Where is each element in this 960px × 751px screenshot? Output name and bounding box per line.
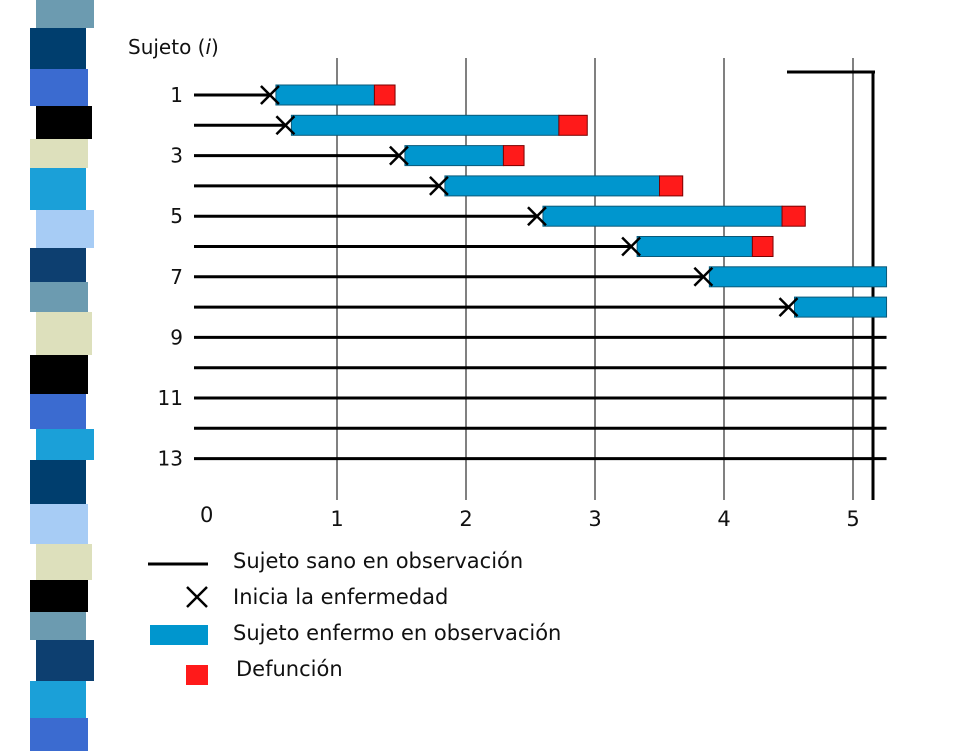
sick-observation-bar [275, 84, 375, 106]
sick-observation-bar [542, 205, 783, 227]
legend-death-square-swatch [186, 665, 208, 685]
sick-observation-bar [636, 236, 753, 257]
y-tick-label: 7 [170, 265, 183, 289]
y-tick-label: 3 [170, 144, 183, 168]
death-marker [781, 205, 806, 227]
y-tick-label: 11 [158, 386, 183, 410]
stripe-band [36, 210, 94, 248]
stripe-band [30, 394, 86, 429]
y-tick-label: 13 [158, 447, 183, 471]
sick-observation-bar [444, 175, 660, 197]
stripe-band [36, 312, 92, 355]
sick-observation-bar [404, 145, 504, 167]
sick-observation-bar [708, 266, 888, 288]
stripe-band [30, 612, 86, 640]
stripe-band [30, 355, 88, 394]
x-tick-label: 2 [459, 507, 472, 531]
stripe-band [36, 0, 94, 28]
death-marker [751, 236, 774, 257]
disease-onset-cross-icon [429, 176, 449, 196]
disease-onset-cross-icon [260, 85, 280, 105]
x-axis-origin-label: 0 [200, 503, 213, 527]
sick-observation-bar [794, 296, 888, 318]
legend-label: Sujeto sano en observación [233, 549, 524, 573]
y-tick-label: 9 [170, 325, 183, 349]
stripe-edge [0, 0, 30, 720]
y-tick-label: 1 [170, 83, 183, 107]
stripe-band [36, 640, 94, 681]
stripe-band [30, 460, 86, 504]
death-marker [659, 175, 684, 197]
legend-onset-cross-icon [186, 586, 208, 608]
stripe-band [36, 429, 94, 460]
stripe-band [30, 168, 86, 210]
x-tick-label: 5 [846, 507, 859, 531]
death-marker [502, 145, 525, 167]
stripe-band [30, 681, 86, 718]
stripe-band [36, 106, 92, 139]
death-marker [373, 84, 396, 106]
x-tick-label: 1 [330, 507, 343, 531]
stripe-band [30, 504, 88, 544]
disease-onset-cross-icon [527, 206, 547, 227]
legend-label: Defunción [236, 657, 343, 681]
stripe-band [36, 544, 92, 580]
stripe-band [30, 580, 88, 612]
stripe-band [30, 718, 88, 751]
stripe-band [30, 28, 86, 69]
sick-observation-bar [290, 114, 560, 136]
x-tick-label: 4 [717, 507, 730, 531]
disease-onset-cross-icon [389, 145, 409, 166]
x-tick-label: 3 [588, 507, 601, 531]
legend-label: Inicia la enfermedad [233, 585, 449, 609]
stripe-band [30, 248, 86, 282]
disease-onset-cross-icon [693, 266, 714, 287]
disease-onset-cross-icon [275, 115, 296, 136]
y-axis-label: Sujeto (i) [128, 35, 219, 59]
disease-onset-cross-icon [778, 297, 799, 317]
stripe-band [30, 139, 88, 168]
stripe-band [30, 69, 88, 106]
y-tick-label: 5 [170, 204, 183, 228]
legend-sick-bar-swatch [150, 625, 208, 645]
legend-label: Sujeto enfermo en observación [233, 621, 562, 645]
stripe-band [30, 282, 88, 312]
death-marker [558, 114, 588, 136]
disease-onset-cross-icon [621, 236, 642, 257]
